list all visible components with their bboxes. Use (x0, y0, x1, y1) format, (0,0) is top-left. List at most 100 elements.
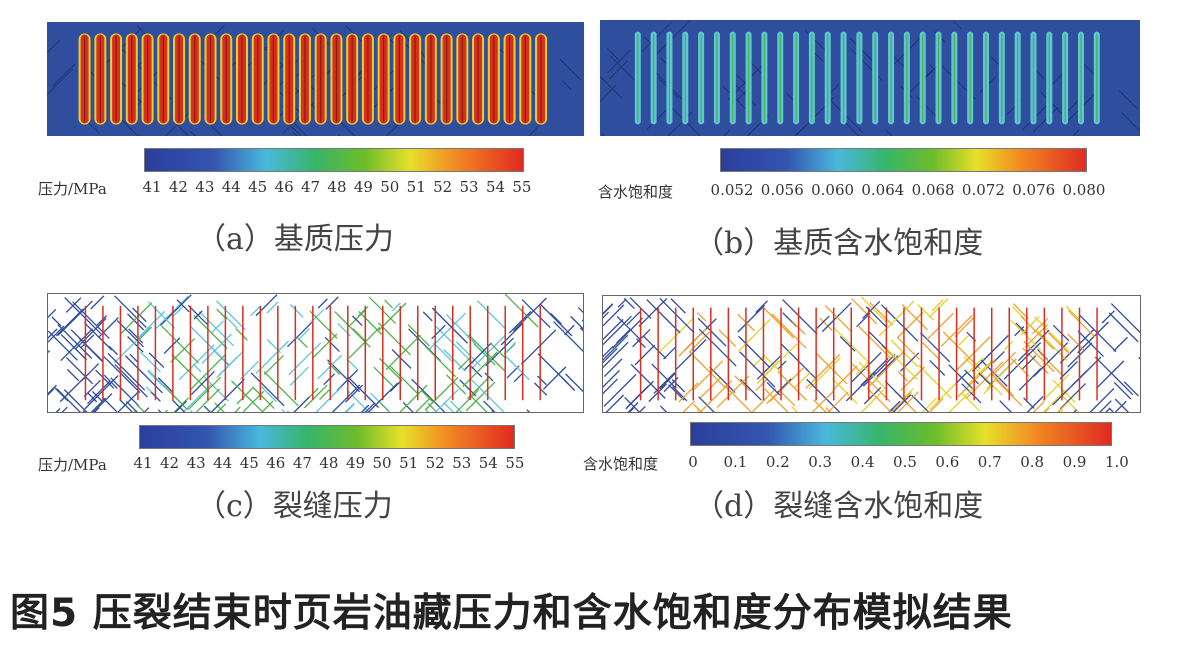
natural-fracture (842, 119, 860, 136)
natural-fracture (967, 357, 984, 373)
natural-fracture (963, 356, 1003, 396)
natural-fracture (317, 298, 328, 309)
natural-fracture (670, 298, 686, 314)
natural-fracture (458, 357, 471, 370)
natural-fracture (420, 389, 434, 403)
natural-fracture (827, 391, 849, 412)
tick-text: 45 (239, 454, 259, 472)
natural-fracture (1052, 379, 1076, 403)
tick-text: 0.7 (977, 453, 1002, 471)
natural-fracture (513, 297, 547, 332)
natural-fracture (929, 398, 944, 412)
natural-fracture (630, 363, 666, 399)
natural-fracture (851, 363, 891, 402)
natural-fracture (1121, 112, 1140, 132)
natural-fracture (651, 363, 676, 388)
colorbar-ticks: 41 42 43 44 45 46 47 48 49 50 51 52 53 54 55 (133, 454, 524, 472)
natural-fracture (1012, 303, 1029, 320)
natural-fracture (116, 320, 144, 348)
tick-text: 55 (512, 178, 532, 196)
natural-fracture (110, 377, 140, 407)
natural-fracture (505, 355, 530, 381)
natural-fracture (860, 357, 889, 386)
natural-fracture (1059, 329, 1095, 364)
natural-fracture (48, 328, 58, 339)
natural-fracture (603, 334, 629, 361)
natural-fracture (143, 407, 150, 412)
natural-fracture (65, 297, 82, 313)
natural-fracture (1113, 336, 1128, 352)
natural-fracture (136, 403, 146, 412)
natural-fracture (764, 388, 789, 412)
natural-fracture (1089, 387, 1115, 412)
natural-fracture (626, 311, 641, 326)
natural-fracture (860, 389, 885, 412)
tick-text: 48 (327, 178, 347, 196)
natural-fracture (1014, 326, 1025, 337)
natural-fracture (80, 334, 95, 348)
colorbar-unit-label: 含水饱和度 (583, 455, 659, 473)
natural-fracture (751, 387, 777, 412)
natural-fracture (70, 329, 103, 361)
natural-fracture (287, 321, 313, 348)
tick-text: 50 (372, 454, 392, 472)
natural-fracture (260, 385, 278, 403)
natural-fracture (778, 389, 796, 407)
natural-fracture (737, 318, 771, 352)
natural-fracture (189, 130, 196, 136)
natural-fracture (892, 394, 912, 412)
natural-fracture (53, 386, 69, 402)
natural-fracture (816, 315, 830, 329)
natural-fracture (964, 369, 980, 385)
natural-fracture (210, 378, 245, 412)
simulation-field (48, 294, 583, 412)
natural-fracture (103, 374, 118, 389)
natural-fracture (659, 297, 695, 334)
natural-fracture (92, 393, 113, 412)
natural-fracture (824, 304, 853, 333)
natural-fracture (961, 383, 982, 404)
natural-fracture (211, 320, 224, 334)
natural-fracture (266, 301, 279, 314)
natural-fracture (1042, 389, 1066, 412)
natural-fracture (61, 309, 84, 332)
natural-fracture (1094, 356, 1134, 396)
natural-fracture (617, 298, 627, 308)
natural-fracture (445, 374, 467, 395)
natural-fracture (814, 52, 823, 62)
natural-fracture (1032, 401, 1045, 412)
natural-fracture (813, 399, 827, 412)
tick-text: 46 (266, 454, 286, 472)
natural-fracture (154, 295, 189, 330)
natural-fracture (82, 410, 86, 412)
natural-fracture (1109, 408, 1115, 412)
natural-fracture (794, 371, 812, 389)
natural-fracture (763, 354, 781, 373)
natural-fracture (48, 330, 78, 361)
natural-fracture (161, 325, 199, 364)
natural-fracture (616, 315, 642, 342)
simulation-field (47, 22, 584, 136)
natural-fracture (1072, 129, 1080, 136)
natural-fracture (1010, 319, 1042, 351)
natural-fracture (925, 312, 954, 341)
tick-text: 0.2 (765, 453, 790, 471)
natural-fracture (777, 360, 787, 370)
natural-fracture (718, 329, 737, 348)
natural-fracture (324, 336, 340, 353)
natural-fracture (490, 342, 507, 360)
natural-fracture (605, 394, 625, 412)
natural-fracture (990, 351, 1017, 377)
natural-fracture (1020, 316, 1040, 336)
natural-fracture (756, 355, 781, 380)
natural-fracture (216, 403, 227, 412)
natural-fracture (422, 311, 433, 322)
natural-fracture (189, 325, 229, 364)
natural-fracture (920, 332, 951, 363)
natural-fracture (490, 409, 495, 412)
natural-fracture (455, 389, 480, 412)
tick-text: 51 (399, 454, 419, 472)
natural-fracture (236, 387, 254, 405)
natural-fracture (603, 341, 629, 369)
natural-fracture (766, 393, 777, 405)
